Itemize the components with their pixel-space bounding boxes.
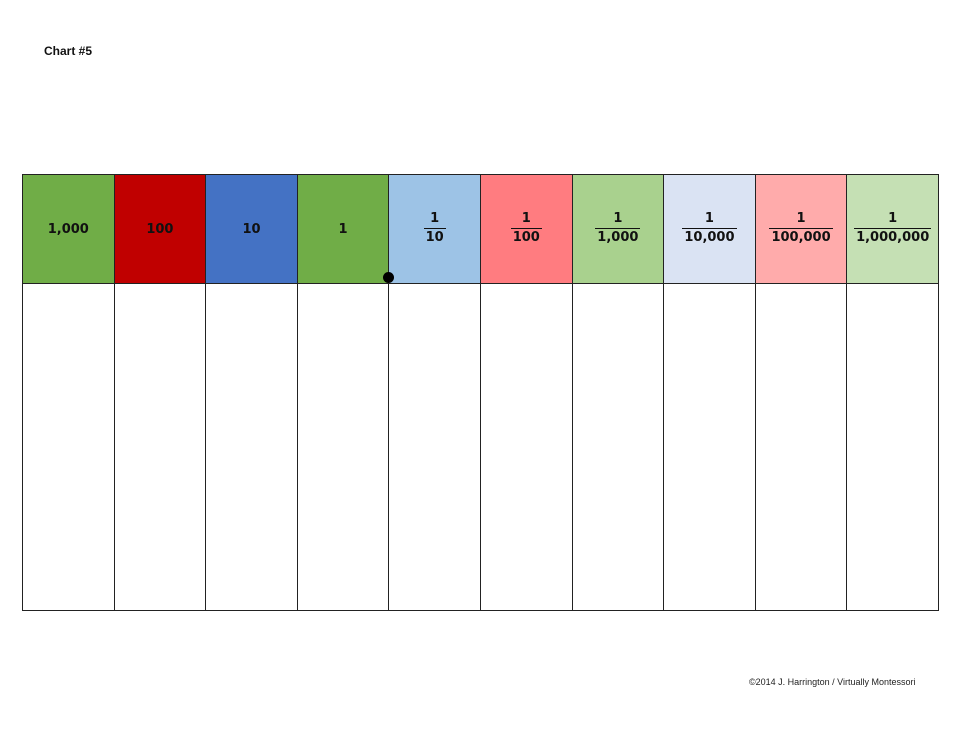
fraction-denominator: 100: [510, 228, 542, 245]
fraction-label: 1 1,000,000: [854, 211, 932, 246]
fraction-denominator: 10: [423, 228, 446, 245]
column-header-units: 1: [296, 174, 390, 284]
copyright-notice: ©2014 J. Harrington / Virtually Montesso…: [749, 677, 916, 687]
fraction-label: 1 10,000: [682, 211, 737, 246]
column-header-thousands: 1,000: [22, 174, 115, 284]
whole-label: 1,000: [47, 221, 89, 237]
column-header-hundredths: 1 100: [479, 174, 573, 284]
fraction-denominator: 10,000: [682, 228, 737, 245]
blank-cell-tens[interactable]: [205, 283, 298, 611]
fraction-numerator: 1: [613, 211, 623, 227]
chart-title: Chart #5: [44, 44, 93, 58]
column-header-hundreds: 100: [113, 174, 207, 284]
fraction-denominator: 1,000: [595, 228, 641, 245]
header-row: 1,000 100 10 1 1 10 1 100: [22, 174, 939, 284]
whole-label: 100: [146, 221, 174, 237]
fraction-label: 1 100,000: [769, 211, 833, 246]
fraction-numerator: 1: [796, 211, 806, 227]
blank-cell-hundred-thousandths[interactable]: [754, 283, 848, 611]
fraction-label: 1 10: [423, 211, 446, 246]
blank-cell-thousands[interactable]: [22, 283, 115, 611]
column-header-thousandths: 1 1,000: [571, 174, 665, 284]
fraction-numerator: 1: [704, 211, 714, 227]
blank-cell-hundreds[interactable]: [113, 283, 207, 611]
blank-cell-tenths[interactable]: [388, 283, 481, 611]
column-header-tens: 10: [205, 174, 298, 284]
place-value-table: 1,000 100 10 1 1 10 1 100: [22, 174, 939, 611]
blank-cell-millionths[interactable]: [846, 283, 939, 611]
blank-cell-units[interactable]: [296, 283, 390, 611]
column-header-ten-thousandths: 1 10,000: [663, 174, 756, 284]
blank-entry-row: [22, 283, 939, 611]
fraction-label: 1 100: [510, 211, 542, 246]
fraction-numerator: 1: [888, 211, 898, 227]
whole-label: 1: [338, 221, 348, 237]
fraction-label: 1 1,000: [595, 211, 641, 246]
column-header-hundred-thousandths: 1 100,000: [754, 174, 848, 284]
fraction-denominator: 1,000,000: [854, 228, 932, 245]
fraction-denominator: 100,000: [769, 228, 833, 245]
fraction-numerator: 1: [430, 211, 440, 227]
column-header-tenths: 1 10: [388, 174, 481, 284]
decimal-point-dot: [383, 272, 394, 283]
blank-cell-ten-thousandths[interactable]: [663, 283, 756, 611]
blank-cell-hundredths[interactable]: [479, 283, 573, 611]
column-header-millionths: 1 1,000,000: [846, 174, 939, 284]
whole-label: 10: [242, 221, 261, 237]
blank-cell-thousandths[interactable]: [571, 283, 665, 611]
fraction-numerator: 1: [521, 211, 531, 227]
